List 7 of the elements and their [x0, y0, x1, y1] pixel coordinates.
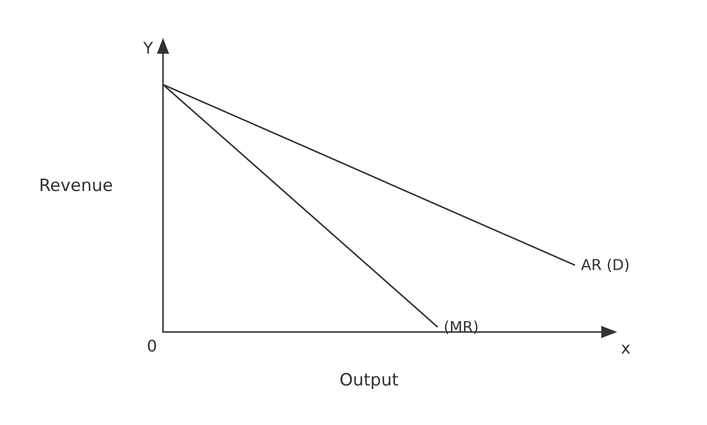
text: 0 [146, 336, 157, 356]
series-label: (MR) [444, 318, 479, 336]
text: x [621, 338, 630, 358]
y-axis-title: Revenue [38, 176, 113, 196]
series-label: AR (D) [581, 256, 630, 274]
text: Y [142, 38, 154, 58]
x-axis-title: Output [339, 370, 399, 390]
